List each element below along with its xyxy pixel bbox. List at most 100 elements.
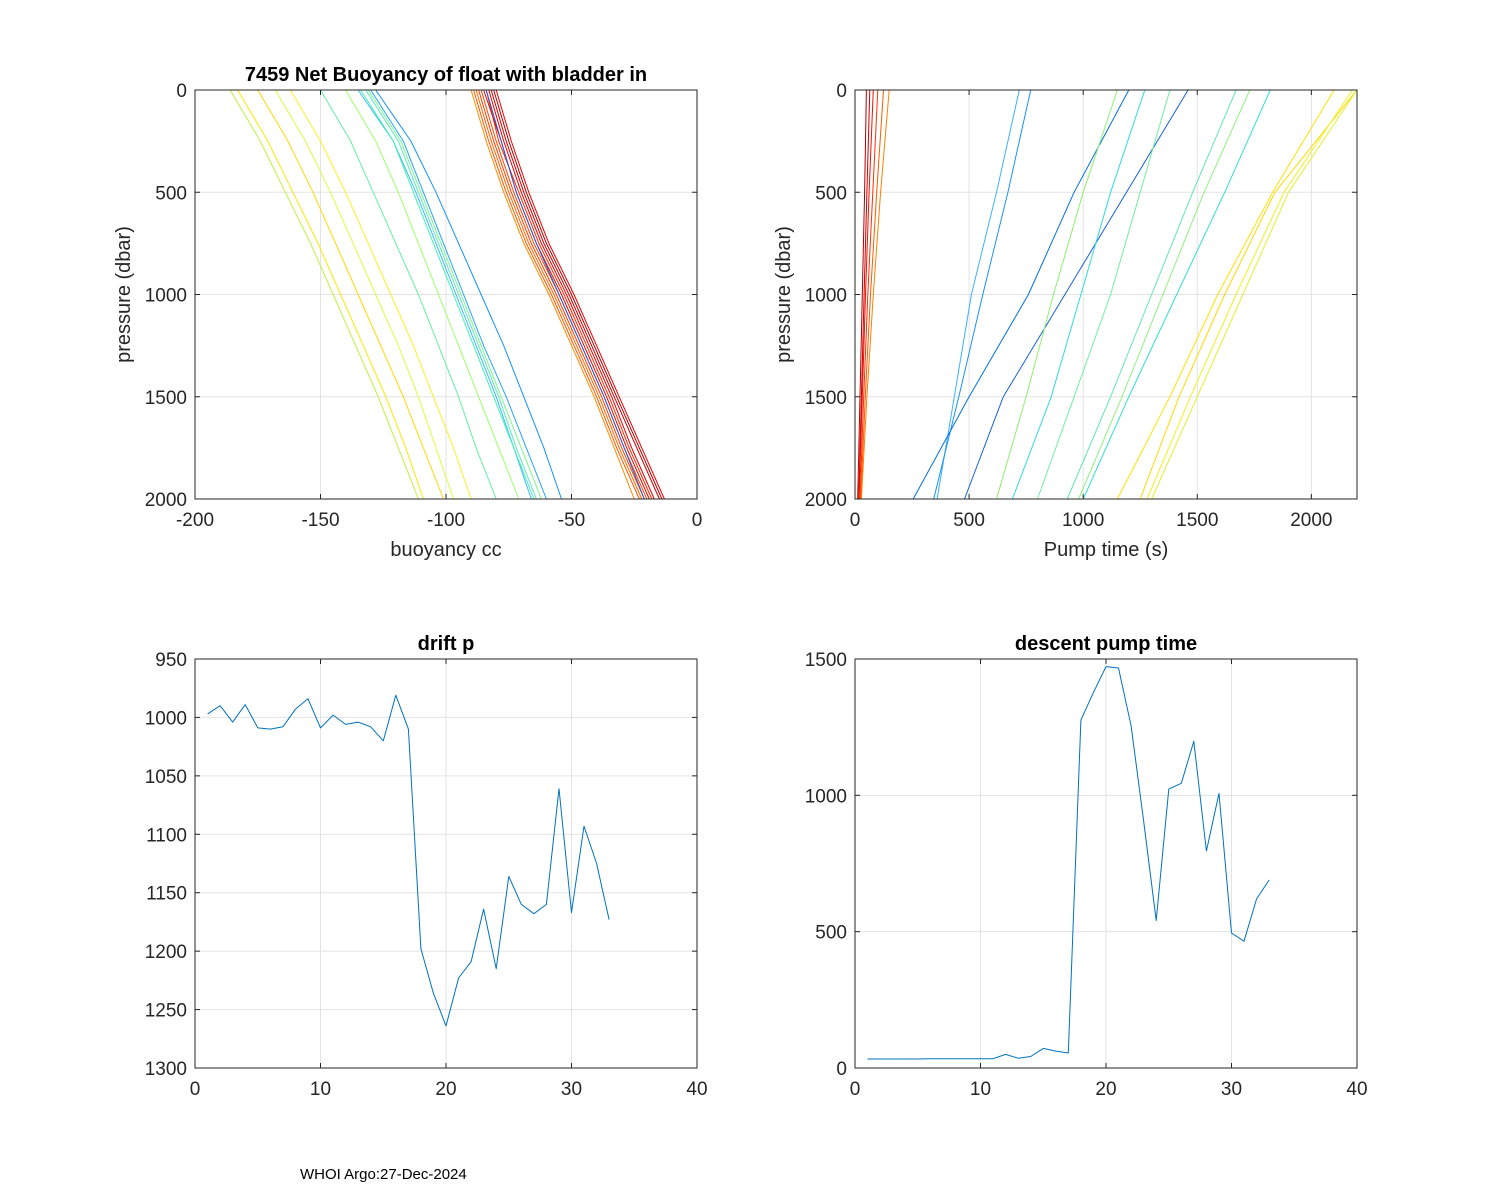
chart-buoyancy: -200 -150 -100 -50 0 0 500 1000 1500 2000 7459 Net… (113, 64, 702, 561)
y-tick-label: 1150 (146, 884, 187, 905)
series-line-4 (365, 89, 537, 500)
series-line-9 (1078, 89, 1251, 500)
series-group (867, 666, 1270, 1060)
chart-title: 7459 Net Buoyancy of float with bladder … (245, 64, 647, 86)
y-tick-label: 0 (836, 1059, 847, 1080)
x-tick-label: -50 (558, 510, 585, 531)
series-line-10 (1082, 89, 1271, 500)
series-line-19 (860, 89, 884, 500)
series-line-15 (857, 89, 867, 500)
x-tick-label: 10 (310, 1079, 331, 1100)
x-tick-label: 1000 (1062, 510, 1104, 531)
y-tick-label: 2000 (145, 490, 187, 511)
y-tick-label: 1250 (145, 1001, 187, 1022)
y-tick-label: 2000 (805, 490, 847, 511)
series-line-17 (485, 89, 653, 500)
series-line-5 (996, 89, 1118, 500)
series-line-10 (289, 89, 472, 500)
series-line-7 (345, 89, 520, 500)
series-line-4 (964, 89, 1189, 500)
y-tick-label: 1500 (805, 650, 847, 671)
y-axis-label: pressure (dbar) (773, 226, 795, 363)
series-line-15 (475, 89, 643, 500)
series-line-18 (488, 89, 655, 500)
x-axis-label: Pump time (s) (1044, 539, 1168, 561)
series-line-20 (493, 89, 663, 500)
x-tick-label: 0 (850, 1079, 861, 1100)
y-tick-label: 1100 (146, 825, 187, 846)
series-line-17 (858, 89, 874, 500)
x-tick-label: 0 (692, 510, 703, 531)
y-tick-label: 500 (815, 183, 847, 204)
series-line-24 (485, 89, 645, 500)
y-tick-label: 1050 (145, 767, 187, 788)
chart-title: drift p (418, 633, 475, 655)
x-tick-label: 0 (190, 1079, 201, 1100)
series-line-19 (490, 89, 660, 500)
y-tick-label: 1500 (145, 388, 187, 409)
x-tick-label: 10 (970, 1079, 991, 1100)
y-tick-label: 1000 (145, 708, 187, 729)
series-group (857, 89, 1357, 500)
series-line-25 (495, 89, 665, 500)
series-line-3 (357, 89, 532, 500)
y-tick-label: 500 (815, 923, 847, 944)
footer-text: WHOI Argo:27-Dec-2024 (300, 1166, 467, 1183)
y-axis-label: pressure (dbar) (113, 226, 135, 363)
x-tick-label: -150 (301, 510, 339, 531)
x-tick-label: 20 (1095, 1079, 1116, 1100)
series-line-1 (207, 694, 610, 1027)
series-line-9 (274, 89, 454, 500)
x-tick-label: -100 (427, 510, 465, 531)
y-tick-label: 1200 (145, 942, 187, 963)
series-line-1 (867, 666, 1270, 1060)
x-tick-label: 30 (1221, 1079, 1242, 1100)
x-tick-label: 40 (686, 1079, 707, 1100)
series-line-2 (375, 89, 562, 500)
y-tick-label: 0 (836, 81, 847, 102)
series-line-13 (229, 89, 419, 500)
series-line-1 (370, 89, 547, 500)
y-tick-label: 1000 (805, 786, 847, 807)
series-line-11 (1116, 89, 1335, 500)
chart-driftp: 0 10 20 30 40 950 1000 1050 1100 1150 1200 1250 1300… (145, 633, 708, 1100)
series-line-5 (367, 89, 542, 500)
series-line-21 (478, 89, 645, 500)
x-tick-label: 20 (435, 1079, 456, 1100)
series-line-14 (1151, 89, 1357, 500)
series-line-8 (1066, 89, 1237, 500)
x-tick-label: 1500 (1176, 510, 1218, 531)
x-tick-label: 40 (1346, 1079, 1367, 1100)
x-tick-label: 30 (561, 1079, 582, 1100)
series-line-18 (859, 89, 879, 500)
chart-descentpump: 0 10 20 30 40 0 500 1000 1500 descent pump time (805, 633, 1368, 1100)
x-tick-label: -200 (176, 510, 214, 531)
series-line-7 (1037, 89, 1171, 500)
y-tick-label: 1500 (805, 388, 847, 409)
series-group (229, 89, 665, 500)
y-tick-label: 0 (176, 81, 187, 102)
series-group (207, 694, 610, 1027)
y-tick-label: 1000 (805, 286, 847, 307)
x-tick-label: 0 (850, 510, 861, 531)
y-tick-label: 950 (155, 650, 187, 671)
series-line-20 (860, 89, 890, 500)
series-line-16 (858, 89, 871, 500)
series-line-14 (470, 89, 635, 500)
series-line-12 (1139, 89, 1357, 500)
series-line-8 (320, 89, 497, 500)
series-line-11 (237, 89, 424, 500)
series-line-6 (360, 89, 535, 500)
y-tick-label: 1000 (145, 286, 187, 307)
series-line-12 (257, 89, 444, 500)
chart-title: descent pump time (1015, 633, 1197, 655)
y-tick-label: 500 (155, 183, 187, 204)
series-line-6 (1011, 89, 1146, 500)
series-line-1 (936, 89, 1020, 500)
series-line-22 (473, 89, 640, 500)
x-axis-label: buoyancy cc (390, 539, 501, 561)
y-tick-label: 1300 (145, 1059, 187, 1080)
x-tick-label: 500 (953, 510, 985, 531)
